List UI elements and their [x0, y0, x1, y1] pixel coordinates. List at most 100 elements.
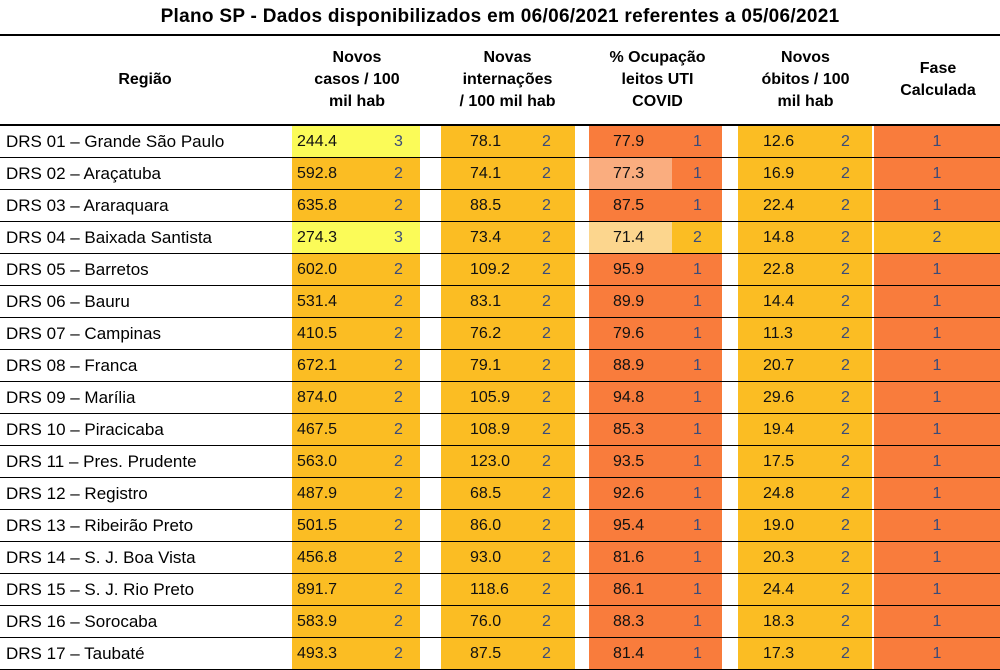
- obitos-value: 12.6: [763, 133, 795, 150]
- obitos-cell: [738, 222, 872, 253]
- region-name: DRS 05 – Barretos: [6, 260, 149, 279]
- obitos-phase: 2: [841, 133, 850, 150]
- region-name: DRS 11 – Pres. Prudente: [6, 452, 197, 471]
- ocupacao-value: 88.9: [613, 357, 645, 374]
- casos-phase: 3: [394, 133, 403, 150]
- region-name: DRS 09 – Marília: [6, 388, 136, 407]
- casos-cell: [292, 222, 420, 253]
- casos-value: 493.3: [297, 645, 338, 662]
- internacoes-value: 76.0: [470, 613, 502, 630]
- ocupacao-value: 95.4: [613, 517, 645, 534]
- casos-cell: [292, 286, 420, 317]
- internacoes-phase: 2: [542, 165, 551, 182]
- obitos-phase: 2: [841, 421, 850, 438]
- internacoes-cell: [441, 574, 575, 605]
- casos-phase: 2: [394, 293, 403, 310]
- casos-phase: 2: [394, 357, 403, 374]
- internacoes-cell: [441, 510, 575, 541]
- table-row: DRS 14 – S. J. Boa Vista 456.8 2 93.0 2 81.6 1…: [0, 542, 1000, 574]
- internacoes-cell: [441, 478, 575, 509]
- ocupacao-value: 81.4: [613, 645, 645, 662]
- ocupacao-phase: 1: [693, 357, 702, 374]
- internacoes-phase: 2: [542, 389, 551, 406]
- region-name: DRS 16 – Sorocaba: [6, 612, 158, 631]
- internacoes-cell: [441, 126, 575, 157]
- fase-calculada-value: 1: [932, 389, 942, 406]
- ocupacao-phase: 1: [693, 581, 702, 598]
- casos-value: 501.5: [297, 517, 338, 534]
- internacoes-cell: [441, 382, 575, 413]
- obitos-value: 22.8: [763, 261, 795, 278]
- obitos-value: 22.4: [763, 197, 795, 214]
- obitos-cell: [738, 286, 872, 317]
- casos-phase: 2: [394, 421, 403, 438]
- casos-cell: [292, 190, 420, 221]
- casos-value: 531.4: [297, 293, 338, 310]
- obitos-phase: 2: [841, 357, 850, 374]
- ocupacao-value: 77.3: [613, 165, 645, 182]
- ocupacao-value-bg: [589, 222, 672, 253]
- header-internacoes-line-3: / 100 mil hab: [459, 93, 556, 110]
- internacoes-value: 109.2: [470, 261, 511, 278]
- fase-calculada-value: 1: [932, 325, 942, 342]
- fase-calculada-cell: 1: [874, 414, 1000, 445]
- internacoes-phase: 2: [542, 261, 551, 278]
- fase-calculada-cell: 1: [874, 510, 1000, 541]
- obitos-cell: [738, 478, 872, 509]
- obitos-phase: 2: [841, 549, 850, 566]
- casos-cell: [292, 574, 420, 605]
- table-row: DRS 10 – Piracicaba 467.5 2 108.9 2 85.3 1 19.4…: [0, 414, 1000, 446]
- ocupacao-phase: 1: [693, 325, 702, 342]
- ocupacao-value: 94.8: [613, 389, 645, 406]
- casos-value: 672.1: [297, 357, 338, 374]
- internacoes-cell: [441, 158, 575, 189]
- obitos-value: 29.6: [763, 389, 795, 406]
- casos-value: 487.9: [297, 485, 338, 502]
- casos-value: 467.5: [297, 421, 338, 438]
- obitos-value: 24.4: [763, 581, 795, 598]
- obitos-phase: 2: [841, 197, 850, 214]
- fase-calculada-value: 1: [932, 197, 942, 214]
- fase-calculada-cell: 1: [874, 478, 1000, 509]
- casos-cell: [292, 254, 420, 285]
- header-fase-line-2: Calculada: [900, 82, 976, 99]
- internacoes-value: 79.1: [470, 357, 502, 374]
- header-ocupacao-line-3: COVID: [632, 93, 683, 110]
- header-internacoes: Novas internações / 100 mil hab: [440, 36, 575, 124]
- ocupacao-cell: [589, 190, 722, 221]
- region-name: DRS 14 – S. J. Boa Vista: [6, 548, 196, 567]
- casos-phase: 2: [394, 613, 403, 630]
- ocupacao-cell: [589, 446, 722, 477]
- casos-phase: 3: [394, 229, 403, 246]
- casos-value: 563.0: [297, 453, 338, 470]
- internacoes-phase: 2: [542, 645, 551, 662]
- ocupacao-phase: 1: [693, 165, 702, 182]
- internacoes-value: 73.4: [470, 229, 502, 246]
- fase-calculada-cell: 2: [874, 222, 1000, 253]
- internacoes-phase: 2: [542, 581, 551, 598]
- casos-cell: [292, 638, 420, 669]
- fase-calculada-cell: 1: [874, 126, 1000, 157]
- obitos-cell: [738, 542, 872, 573]
- obitos-cell: [738, 574, 872, 605]
- obitos-phase: 2: [841, 645, 850, 662]
- ocupacao-cell: [589, 254, 722, 285]
- internacoes-phase: 2: [542, 613, 551, 630]
- casos-value: 456.8: [297, 549, 338, 566]
- header-casos-line-1: Novos: [332, 49, 382, 66]
- internacoes-value: 78.1: [470, 133, 502, 150]
- casos-cell: [292, 478, 420, 509]
- internacoes-phase: 2: [542, 229, 551, 246]
- ocupacao-value: 77.9: [613, 133, 645, 150]
- casos-value: 583.9: [297, 613, 338, 630]
- fase-calculada-cell: 1: [874, 286, 1000, 317]
- fase-calculada-cell: 1: [874, 254, 1000, 285]
- casos-cell: [292, 606, 420, 637]
- ocupacao-value: 85.3: [613, 421, 645, 438]
- obitos-phase: 2: [841, 453, 850, 470]
- ocupacao-phase: 1: [693, 389, 702, 406]
- internacoes-phase: 2: [542, 293, 551, 310]
- obitos-value: 19.4: [763, 421, 795, 438]
- casos-phase: 2: [394, 325, 403, 342]
- ocupacao-cell: [589, 414, 722, 445]
